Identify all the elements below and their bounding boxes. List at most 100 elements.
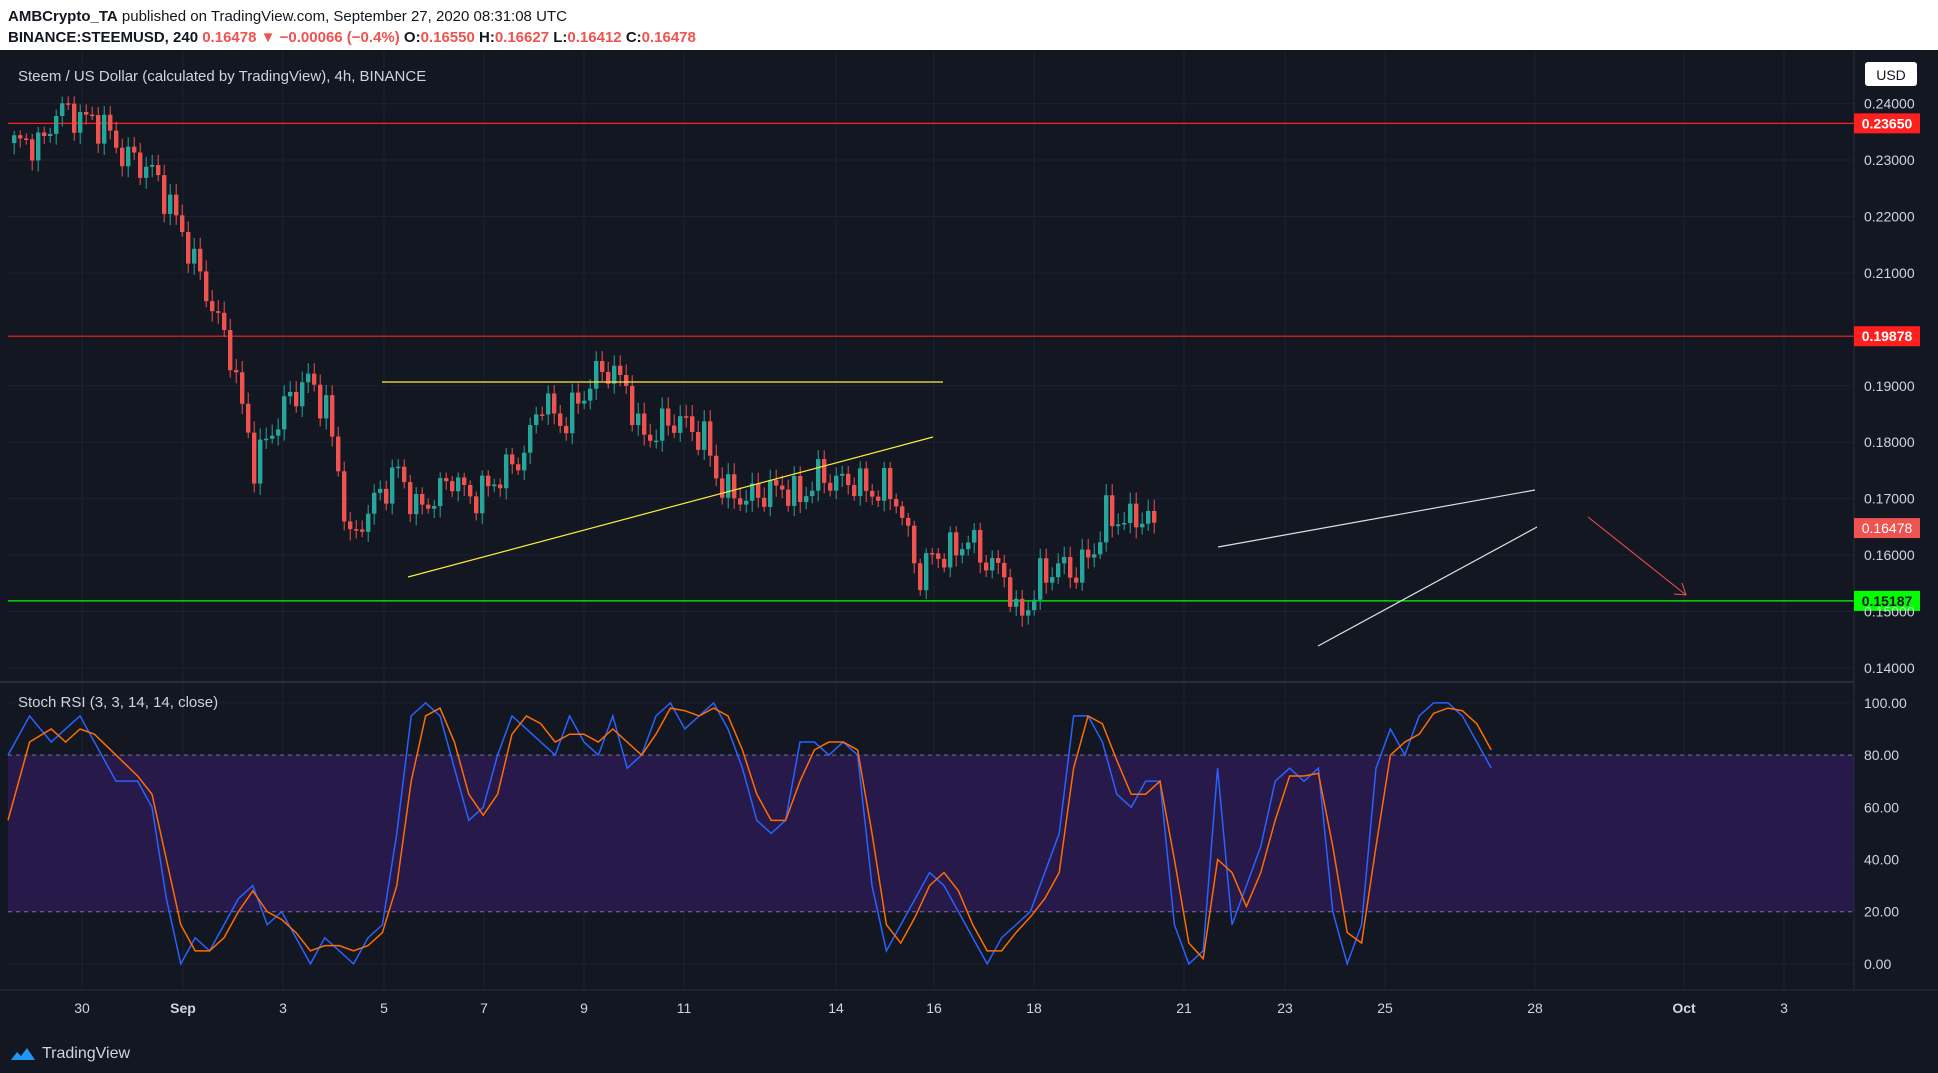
candle-body (300, 382, 305, 407)
candle-body (546, 393, 551, 415)
level-price-tag-2 (1854, 590, 1920, 611)
close-value: 0.16478 (641, 29, 696, 46)
candle-body (924, 553, 929, 591)
candle-body (336, 436, 341, 472)
candle-body (666, 408, 671, 426)
candle-body (438, 478, 443, 507)
chart-area[interactable]: 0.23650 0.19878 0.15187 0.24000 0.23000 0.220… (0, 50, 1938, 1040)
last-price: 0.16478 (202, 29, 257, 46)
candle-body (804, 496, 809, 503)
publisher-name[interactable]: AMBCrypto_TA (8, 8, 118, 25)
candle-body (1134, 503, 1139, 528)
candle-body (66, 103, 71, 105)
candle-body (930, 553, 935, 555)
projection-arrow-line[interactable] (1587, 516, 1687, 596)
time-axis[interactable]: 30 Sep 3 5 7 9 11 14 16 18 21 23 25 28 Oct 3 (74, 1000, 1788, 1016)
stoch-d-line (7, 707, 1492, 961)
candle-body (726, 474, 731, 498)
currency-label: USD (1876, 67, 1906, 83)
candle-body (624, 374, 629, 386)
close-label: C: (625, 29, 642, 46)
white-upper-wedge-line[interactable] (1217, 489, 1536, 548)
candle-body (900, 506, 905, 518)
candle-body (324, 395, 329, 419)
candle-body (1146, 510, 1151, 524)
candle-body (114, 130, 119, 148)
candle-body (792, 475, 797, 506)
open-value: 0.16550 (420, 29, 475, 46)
candle-body (204, 271, 209, 302)
candle-body (858, 468, 863, 497)
time-tick-label: Sep (170, 1000, 196, 1016)
candle-body (18, 135, 23, 139)
candle-body (660, 408, 665, 441)
candle-body (534, 414, 539, 426)
white-lower-wedge-line[interactable] (1317, 526, 1538, 647)
open-label: O: (403, 29, 421, 46)
candle-body (552, 393, 557, 414)
candle-body (210, 301, 215, 312)
symbol-name[interactable]: BINANCE:STEEMUSD, 240 (8, 29, 199, 46)
candle-body (426, 504, 431, 509)
candle-body (354, 529, 359, 531)
candle-body (150, 164, 155, 167)
candle-body (186, 232, 191, 264)
candle-body (702, 421, 707, 450)
time-tick-label: Oct (1672, 1000, 1696, 1016)
low-value: 0.16412 (567, 29, 622, 46)
time-tick-label: 18 (1026, 1000, 1042, 1016)
candle-body (840, 473, 845, 476)
candle-body (1098, 542, 1103, 555)
price-change: −0.00066 (−0.4%) (279, 29, 400, 46)
price-axis[interactable]: 0.23650 0.19878 0.15187 0.24000 0.23000 0.220… (1854, 96, 1920, 972)
candle-body (468, 484, 473, 497)
level-price-label-0: 0.23650 (1862, 115, 1913, 131)
candle-body (168, 194, 173, 214)
tradingview-logo-icon (11, 1048, 35, 1060)
candle-body (1086, 549, 1091, 558)
candle-body (492, 484, 497, 487)
stoch-rsi-title: Stoch RSI (3, 3, 14, 14, close) (18, 694, 218, 711)
candle-body (228, 330, 233, 371)
footer-bar (0, 1040, 1938, 1073)
candle-body (390, 467, 395, 504)
candle-body (1044, 558, 1049, 583)
price-tick-label: 0.17000 (1864, 491, 1915, 507)
candle-body (276, 429, 281, 436)
candle-body (600, 361, 605, 372)
candle-body (876, 496, 881, 501)
candle-body (504, 454, 509, 489)
candle-body (408, 482, 413, 515)
candle-body (870, 490, 875, 497)
candle-body (288, 391, 293, 397)
horizontal-levels (8, 122, 1854, 602)
yellow-support-trendline[interactable] (407, 436, 934, 578)
chart-canvas[interactable]: 0.23650 0.19878 0.15187 0.24000 0.23000 0.220… (0, 50, 1938, 1040)
candle-body (834, 475, 839, 491)
candle-body (678, 416, 683, 433)
candle-body (642, 413, 647, 435)
candle-body (12, 135, 17, 144)
level-price-label-1: 0.19878 (1862, 328, 1913, 344)
candle-body (558, 413, 563, 426)
candle-body (612, 365, 617, 384)
candle-body (846, 473, 851, 486)
candle-body (1104, 495, 1109, 543)
candle-body (1140, 523, 1145, 528)
tradingview-brand[interactable]: TradingView (10, 1045, 130, 1063)
candle-body (942, 558, 947, 568)
candle-body (936, 553, 941, 559)
candle-body (282, 396, 287, 430)
candle-body (1068, 557, 1073, 578)
candle-body (270, 435, 275, 439)
candle-body (240, 372, 245, 404)
candle-body (672, 425, 677, 433)
time-tick-label: 28 (1527, 1000, 1543, 1016)
time-tick-label: 9 (580, 1000, 588, 1016)
candle-body (216, 311, 221, 313)
currency-badge[interactable] (1865, 62, 1917, 86)
candle-body (30, 139, 35, 161)
candle-body (978, 529, 983, 563)
candle-body (42, 132, 47, 136)
candle-body (450, 481, 455, 492)
